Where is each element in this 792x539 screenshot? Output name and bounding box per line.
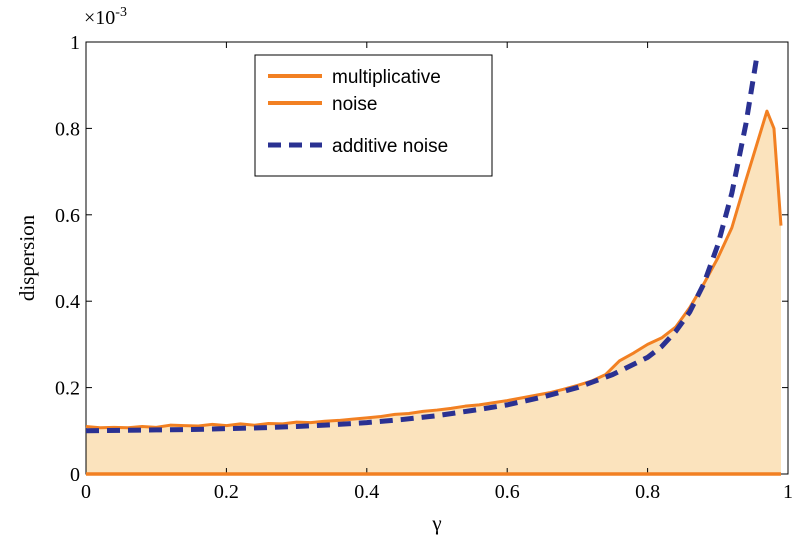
y-tick-label-0: 0	[70, 464, 80, 486]
y-tick-label-1: 0.2	[55, 378, 80, 400]
y-axis-label: dispersion	[15, 214, 39, 301]
legend-label-additive: additive noise	[332, 136, 448, 157]
legend-label-multiplicative: multiplicative	[332, 67, 441, 88]
y-tick-label-5: 1	[70, 32, 80, 54]
series-line-additive-noise	[85, 58, 759, 434]
x-tick-label-2: 0.4	[354, 481, 379, 503]
y-tick-label-2: 0.4	[55, 291, 80, 313]
x-tick-label-0: 0	[81, 481, 91, 503]
legend-label-noise: noise	[332, 94, 377, 115]
legend: multiplicative noise additive noise	[254, 54, 493, 177]
fill-area-multiplicative	[86, 111, 781, 475]
x-tick-label-4: 0.8	[635, 481, 660, 503]
x-tick-label-3: 0.6	[495, 481, 520, 503]
x-tick-label-5: 1	[783, 481, 792, 503]
series-line-multiplicative-noise	[85, 109, 783, 430]
y-tick-label-4: 0.8	[55, 118, 80, 140]
x-axis-label: γ	[431, 511, 441, 535]
multiplicative-noise-fill-area	[86, 111, 781, 475]
x-tick-label-1: 0.2	[214, 481, 239, 503]
series-lines	[85, 58, 783, 476]
y-tick-label-3: 0.6	[55, 205, 80, 227]
y-axis-exponent-label: ×10-3	[84, 5, 127, 29]
tick-labels: 0 0.2 0.4 0.6 0.8 1 0 0.2 0.4 0.6 0.8 1	[55, 32, 792, 503]
